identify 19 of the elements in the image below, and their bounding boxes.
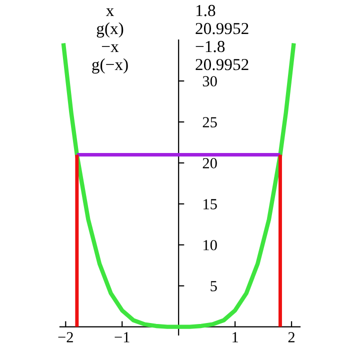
x-tick-label: 2: [288, 332, 295, 342]
y-tick-label: 20: [202, 158, 217, 168]
text: 20.9952: [196, 22, 248, 34]
annotation: 20.9952: [196, 58, 248, 70]
text: 1.8: [196, 4, 216, 16]
annotation: g(−x): [92, 58, 128, 74]
y-tick-label: 25: [202, 117, 217, 128]
y-tick-label: 30: [202, 76, 217, 86]
annotation: −x: [102, 44, 119, 52]
y-tick-label: 15: [204, 199, 217, 210]
x-tick-label: 1: [232, 332, 238, 342]
text: g(x): [96, 22, 124, 38]
text: x: [106, 8, 114, 16]
line-series: [61, 41, 296, 329]
y-tick-label: 5: [210, 281, 217, 292]
x-tick-label: −2: [58, 332, 73, 342]
x-tick-label: −1: [114, 332, 130, 342]
annotation: −1.8: [196, 40, 225, 52]
y-tick-label: 10: [204, 240, 217, 250]
